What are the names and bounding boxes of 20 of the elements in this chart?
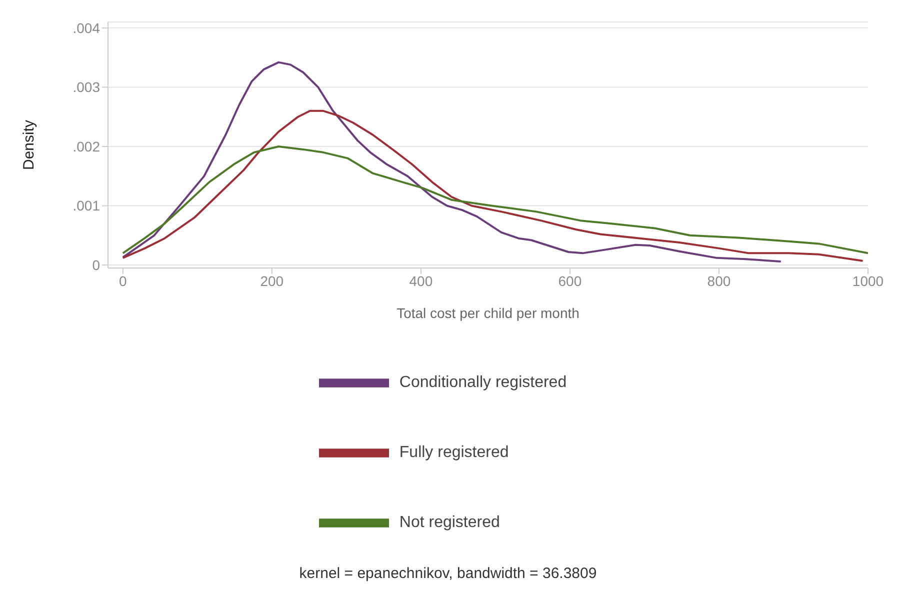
y-axis-title: Density [20, 120, 38, 170]
x-tick-label: 400 [409, 272, 433, 289]
y-tick-label: .002 [72, 138, 100, 154]
legend-label: Fully registered [399, 444, 509, 462]
y-tick-label: .001 [72, 198, 100, 214]
x-tick-label: 200 [260, 272, 284, 289]
legend-label: Not registered [399, 514, 500, 532]
x-tick-label: 1000 [852, 272, 884, 289]
x-tick-label: 600 [558, 272, 582, 289]
line-series [122, 110, 864, 262]
y-tick-label: .004 [72, 20, 100, 36]
y-tick-label: .003 [72, 79, 100, 96]
x-tick-label: 800 [707, 272, 731, 289]
line-series [122, 61, 782, 262]
x-tick-label: 0 [119, 272, 128, 289]
text: kernel = epanechnikov, bandwidth = 36.3809 [298, 565, 598, 582]
legend-label: Conditionally registered [399, 374, 567, 392]
line-series [122, 145, 868, 254]
x-axis-title: Total cost per child per month [396, 305, 580, 321]
y-tick-label: 0 [92, 257, 100, 274]
